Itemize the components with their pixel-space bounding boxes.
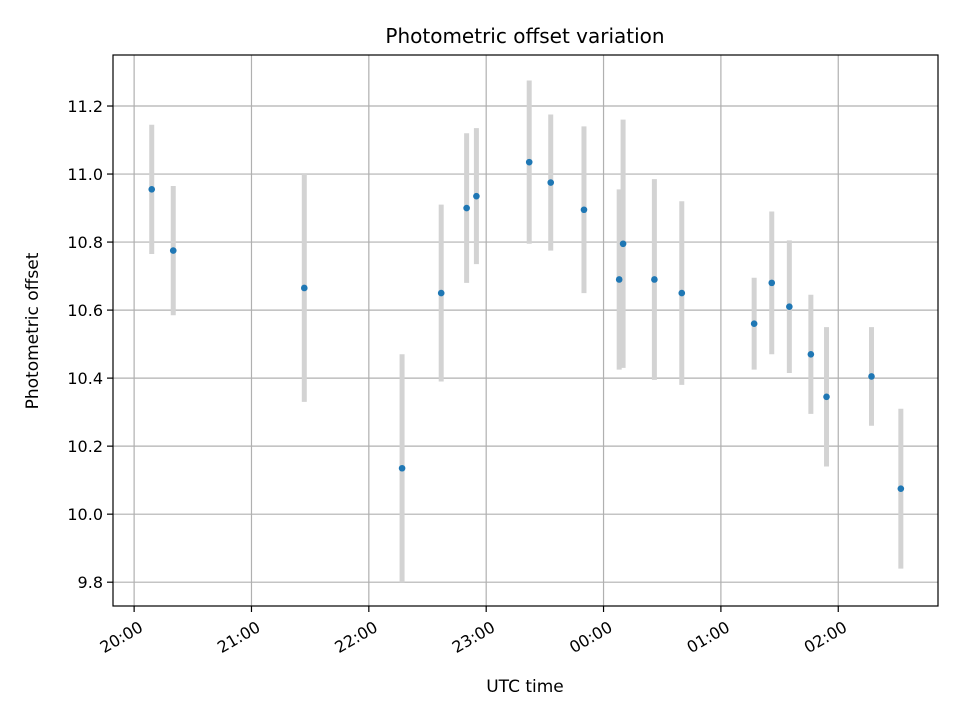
data-point <box>868 373 875 380</box>
data-points <box>148 158 905 492</box>
data-point <box>768 279 776 287</box>
data-point <box>398 464 406 472</box>
y-tick-label: 11.2 <box>67 97 103 116</box>
plot-frame <box>112 54 939 607</box>
y-axis-ticks: 9.8 10.0 10.2 10.4 10.6 10.8 11.0 11.2 <box>67 97 113 592</box>
y-tick-label: 10.6 <box>67 301 103 320</box>
data-point <box>651 276 658 283</box>
data-point <box>580 206 588 214</box>
data-point <box>148 186 156 193</box>
data-point <box>823 393 830 401</box>
grid <box>113 55 938 606</box>
data-point <box>619 240 627 248</box>
y-tick-label: 10.0 <box>67 505 103 524</box>
data-point <box>897 485 905 492</box>
y-tick-label: 10.4 <box>67 369 103 388</box>
data-point <box>750 320 758 327</box>
data-point <box>463 204 470 212</box>
y-tick-label: 11.0 <box>67 165 103 184</box>
x-axis-label: UTC time <box>486 677 564 697</box>
data-point <box>678 289 686 297</box>
data-point <box>547 179 555 186</box>
chart-title: Photometric offset variation <box>385 24 664 48</box>
y-tick-label: 10.8 <box>67 233 103 252</box>
data-point <box>807 351 815 358</box>
data-point <box>437 289 445 297</box>
y-tick-label: 10.2 <box>67 437 103 456</box>
data-point <box>615 276 623 283</box>
data-point <box>169 247 177 254</box>
y-tick-label: 9.8 <box>78 573 103 592</box>
data-point <box>525 158 533 166</box>
y-axis-label: Photometric offset <box>23 252 43 409</box>
data-point <box>786 303 793 310</box>
data-point <box>473 192 480 200</box>
data-point <box>300 284 308 292</box>
